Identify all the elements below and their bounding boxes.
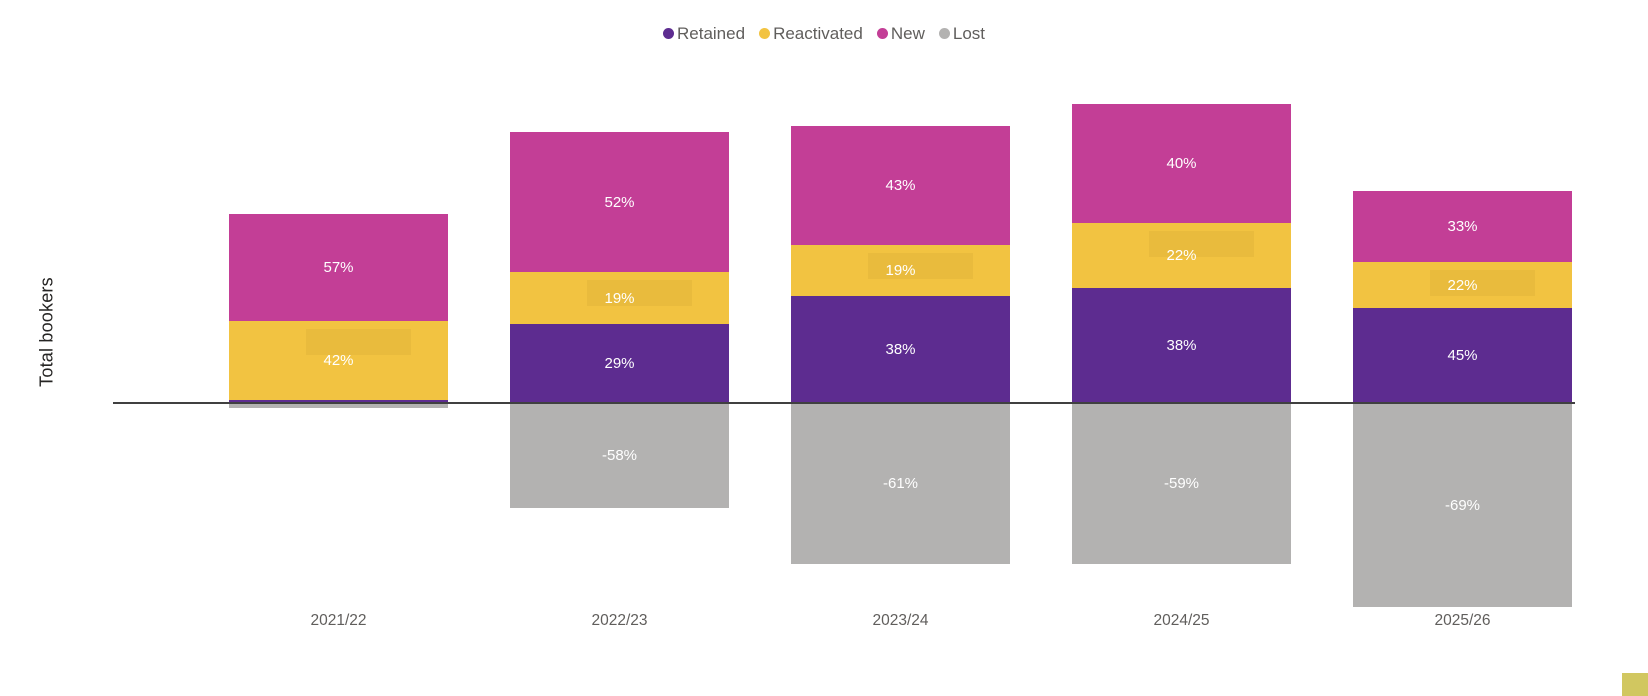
- bar-segment-retained-2025-26[interactable]: 45%: [1353, 308, 1572, 403]
- bar-segment-new-2023-24[interactable]: 43%: [791, 126, 1010, 245]
- data-label: 38%: [1166, 337, 1197, 354]
- legend-dot-icon: [759, 27, 771, 39]
- bar-segment-retained-2022-23[interactable]: 29%: [510, 324, 729, 403]
- bar-segment-reactivated-2024-25[interactable]: 22%: [1072, 223, 1291, 288]
- legend-label: Reactivated: [773, 23, 863, 43]
- legend-item-reactivated[interactable]: Reactivated: [759, 25, 863, 42]
- bar-segment-new-2022-23[interactable]: 52%: [510, 132, 729, 272]
- bar-segment-retained-2021-22[interactable]: [229, 400, 448, 403]
- cut-off-corner-badge: [1622, 673, 1648, 696]
- data-label: -69%: [1444, 496, 1481, 514]
- bar-segment-reactivated-2021-22[interactable]: 42%: [229, 321, 448, 400]
- label-highlight: [867, 253, 973, 279]
- bar-segment-retained-2023-24[interactable]: 38%: [791, 296, 1010, 403]
- legend: Retained Reactivated New Lost: [0, 20, 1648, 46]
- data-label: 22%: [1166, 247, 1197, 264]
- data-label: -58%: [601, 447, 638, 464]
- bar-segment-new-2021-22[interactable]: 57%: [229, 214, 448, 321]
- label-highlight: [305, 329, 411, 355]
- x-axis-label-2021-22: 2021/22: [310, 612, 367, 629]
- bar-segment-lost-2025-26[interactable]: -69%: [1353, 403, 1572, 607]
- x-axis-label-2024-25: 2024/25: [1153, 612, 1210, 629]
- bar-segment-new-2024-25[interactable]: 40%: [1072, 104, 1291, 223]
- data-label: -59%: [1163, 475, 1200, 492]
- x-axis-label-2025-26: 2025/26: [1434, 612, 1491, 629]
- bar-segment-reactivated-2025-26[interactable]: 22%: [1353, 262, 1572, 308]
- data-label: 43%: [885, 177, 916, 194]
- x-axis-label-2023-24: 2023/24: [872, 612, 929, 629]
- data-label: 42%: [323, 352, 354, 369]
- bar-segment-new-2025-26[interactable]: 33%: [1353, 191, 1572, 262]
- bar-segment-retained-2024-25[interactable]: 38%: [1072, 288, 1291, 403]
- label-highlight: [586, 280, 692, 306]
- data-label: 45%: [1447, 347, 1478, 364]
- bar-segment-lost-2022-23[interactable]: -58%: [510, 403, 729, 508]
- bar-segment-reactivated-2023-24[interactable]: 19%: [791, 245, 1010, 296]
- bar-segment-lost-2023-24[interactable]: -61%: [791, 403, 1010, 564]
- x-axis-line: [113, 402, 1575, 404]
- data-label: 33%: [1447, 218, 1478, 235]
- legend-item-lost[interactable]: Lost: [938, 23, 985, 43]
- data-label: 38%: [885, 341, 916, 358]
- data-label: 22%: [1447, 276, 1478, 294]
- bar-segment-lost-2021-22[interactable]: [229, 403, 448, 408]
- data-label: 19%: [604, 289, 635, 307]
- legend-item-retained[interactable]: Retained: [663, 25, 745, 42]
- legend-dot-icon: [876, 27, 888, 39]
- label-highlight: [1148, 231, 1254, 257]
- legend-label: Lost: [952, 23, 985, 43]
- legend-item-new[interactable]: New: [876, 23, 925, 43]
- data-label: 52%: [604, 193, 635, 211]
- label-highlight: [1429, 270, 1535, 296]
- bar-segment-reactivated-2022-23[interactable]: 19%: [510, 272, 729, 324]
- legend-dot-icon: [938, 27, 950, 39]
- data-label: 19%: [885, 262, 916, 279]
- data-label: -61%: [882, 475, 919, 492]
- data-label: 40%: [1166, 155, 1197, 172]
- data-label: 57%: [323, 259, 354, 276]
- legend-label: Retained: [677, 23, 746, 43]
- data-label: 29%: [604, 355, 635, 372]
- x-axis-label-2022-23: 2022/23: [591, 612, 648, 629]
- legend-dot-icon: [663, 27, 674, 39]
- legend-label: New: [890, 23, 925, 43]
- bar-segment-lost-2024-25[interactable]: -59%: [1072, 403, 1291, 564]
